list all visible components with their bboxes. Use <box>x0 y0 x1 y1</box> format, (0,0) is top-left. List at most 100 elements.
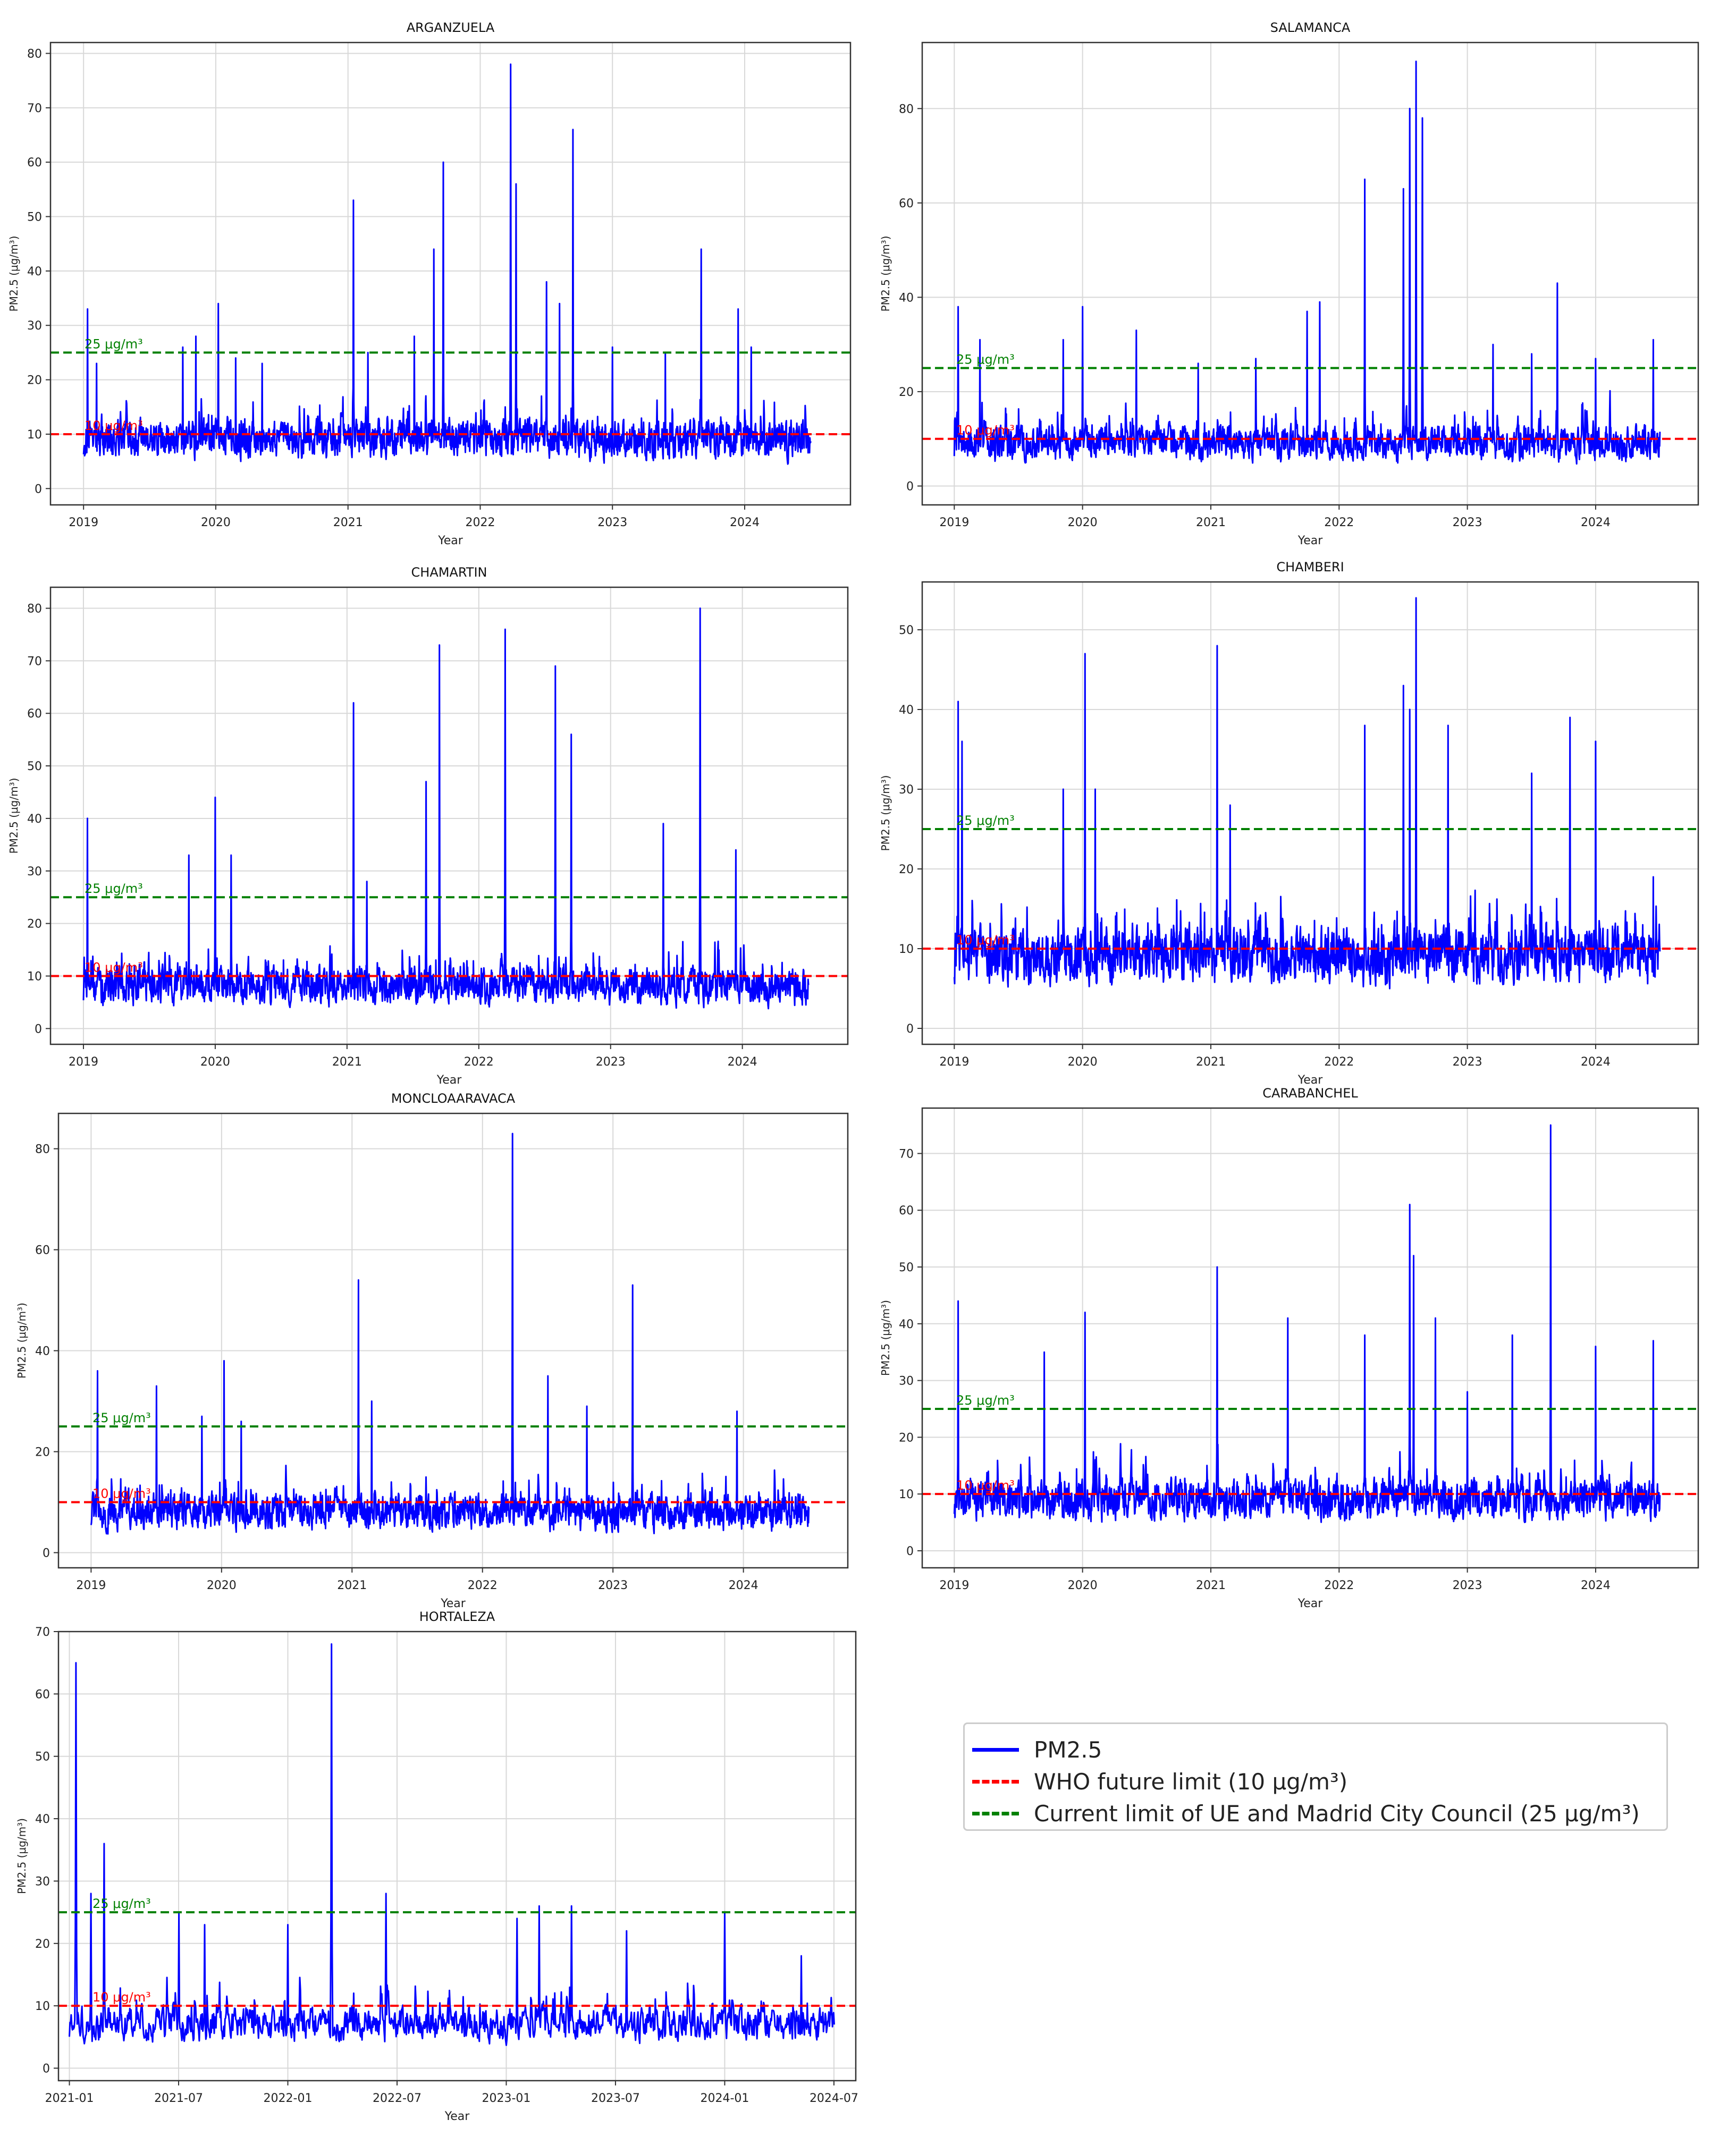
y-tick-label: 70 <box>27 102 42 115</box>
x-tick-label: 2019 <box>939 1055 969 1069</box>
x-axis-label: Year <box>440 1597 466 1610</box>
x-tick-label: 2024 <box>1581 516 1611 529</box>
y-tick-label: 40 <box>35 1813 50 1826</box>
x-tick-label: 2021 <box>333 516 363 529</box>
x-tick-label: 2020 <box>201 516 231 529</box>
x-tick-label: 2019 <box>69 1055 98 1069</box>
threshold-label-10: 10 μg/m³ <box>92 1990 151 2005</box>
x-tick-label: 2020 <box>200 1055 230 1069</box>
threshold-label-10: 10 μg/m³ <box>956 1478 1015 1493</box>
legend-line-who <box>972 1780 1019 1784</box>
chart-title: MONCLOAARAVACA <box>391 1091 516 1106</box>
y-tick-label: 20 <box>27 374 42 387</box>
x-tick-label: 2020 <box>1068 1579 1098 1592</box>
chart-title: SALAMANCA <box>1270 20 1351 35</box>
x-tick-label: 2022 <box>468 1579 498 1592</box>
y-tick-label: 0 <box>35 1023 42 1036</box>
y-tick-label: 50 <box>35 1751 50 1764</box>
threshold-label-25: 25 μg/m³ <box>956 352 1015 367</box>
legend-line-pm25 <box>972 1748 1019 1752</box>
y-tick-label: 80 <box>27 603 42 616</box>
y-tick-label: 20 <box>27 918 42 931</box>
legend-item-who: WHO future limit (10 μg/m³) <box>965 1768 1666 1795</box>
x-tick-label: 2023 <box>597 516 627 529</box>
y-tick-label: 10 <box>35 2000 50 2013</box>
y-tick-label: 70 <box>35 1626 50 1639</box>
y-tick-label: 60 <box>35 1688 50 1701</box>
x-tick-label: 2022 <box>465 516 495 529</box>
x-tick-label: 2022 <box>1324 516 1354 529</box>
y-tick-label: 70 <box>899 1147 914 1161</box>
x-axis-label: Year <box>1297 1597 1324 1610</box>
y-tick-label: 10 <box>899 943 914 956</box>
chart-title: HORTALEZA <box>419 1609 495 1624</box>
chart-arganzuela: 25 μg/m³ 10 μg/m³ 2019 2020 2021 2022 2023 2024… <box>7 20 852 547</box>
chart-chamberi: 25 μg/m³ 10 μg/m³ 2019 2020 2021 2022 2023 2024… <box>879 560 1699 1087</box>
x-tick-label: 2020 <box>207 1579 237 1592</box>
x-tick-label: 2020 <box>1068 1055 1098 1069</box>
y-tick-label: 40 <box>899 704 914 717</box>
x-tick-label: 2019 <box>939 1579 969 1592</box>
plot-frame <box>49 41 852 506</box>
x-axis-label: Year <box>1297 534 1324 547</box>
threshold-label-25: 25 μg/m³ <box>92 1410 151 1425</box>
y-tick-label: 10 <box>27 428 42 442</box>
x-tick-label: 2021-07 <box>154 2092 203 2105</box>
y-tick-label: 30 <box>27 319 42 333</box>
threshold-label-25: 25 μg/m³ <box>92 1896 151 1911</box>
threshold-label-25: 25 μg/m³ <box>956 813 1015 828</box>
chart-salamanca: 25 μg/m³ 10 μg/m³ 2019 2020 2021 2022 2023 2024… <box>879 20 1699 547</box>
x-tick-label: 2022-07 <box>373 2092 422 2105</box>
x-tick-label: 2024-07 <box>810 2092 858 2105</box>
y-tick-label: 70 <box>27 655 42 668</box>
x-tick-label: 2024 <box>730 516 760 529</box>
chart-title: CHAMBERI <box>1276 560 1344 575</box>
x-axis-label: Year <box>1297 1074 1324 1087</box>
threshold-label-10: 10 μg/m³ <box>85 418 143 433</box>
y-tick-label: 30 <box>899 1375 914 1388</box>
y-tick-label: 40 <box>27 813 42 826</box>
x-axis-label: Year <box>444 2110 470 2123</box>
series-line-pm2-5 <box>69 1643 835 2046</box>
y-tick-label: 40 <box>899 291 914 305</box>
x-tick-label: 2023 <box>598 1579 628 1592</box>
threshold-label-10: 10 μg/m³ <box>956 933 1015 948</box>
y-axis-label: PM2.5 (μg/m³) <box>7 236 20 312</box>
y-tick-label: 60 <box>899 197 914 210</box>
chart-carabanchel: 25 μg/m³ 10 μg/m³ 2019 2020 2021 2022 2023 2024… <box>879 1086 1699 1610</box>
y-tick-label: 0 <box>906 480 914 493</box>
chart-moncloaaravaca: 25 μg/m³ 10 μg/m³ 2019 2020 2021 2022 2023 2024… <box>15 1091 849 1610</box>
y-tick-label: 20 <box>899 386 914 399</box>
y-axis-label: PM2.5 (μg/m³) <box>879 1300 892 1376</box>
y-tick-label: 0 <box>35 483 42 496</box>
y-tick-label: 60 <box>35 1244 50 1257</box>
chart-title: CARABANCHEL <box>1262 1086 1358 1101</box>
series-line-pm2-5 <box>953 61 1661 465</box>
plot-frame <box>57 1112 849 1569</box>
y-tick-label: 60 <box>27 707 42 721</box>
legend-line-eu <box>972 1812 1019 1815</box>
chart-chamartin: 25 μg/m³ 10 μg/m³ 2019 2020 2021 2022 2023 2024… <box>7 565 849 1087</box>
legend-label-eu: Current limit of UE and Madrid City Coun… <box>1034 1801 1640 1827</box>
plot-frame <box>921 581 1699 1045</box>
threshold-label-10: 10 μg/m³ <box>956 423 1015 438</box>
x-tick-label: 2021 <box>332 1055 362 1069</box>
legend-item-pm25: PM2.5 <box>965 1736 1666 1763</box>
x-tick-label: 2021 <box>1196 516 1226 529</box>
y-tick-label: 80 <box>899 103 914 116</box>
series-line-pm2-5 <box>82 607 810 1010</box>
x-tick-label: 2019 <box>69 516 98 529</box>
x-tick-label: 2021 <box>337 1579 367 1592</box>
x-tick-label: 2019 <box>939 516 969 529</box>
y-tick-label: 10 <box>899 1488 914 1501</box>
x-tick-label: 2021 <box>1196 1579 1226 1592</box>
series-line-pm2-5 <box>82 63 812 465</box>
x-tick-label: 2023 <box>1453 516 1482 529</box>
y-tick-label: 20 <box>35 1938 50 1951</box>
x-tick-label: 2024 <box>1581 1055 1611 1069</box>
y-tick-label: 30 <box>27 865 42 879</box>
y-tick-label: 0 <box>906 1545 914 1558</box>
threshold-label-10: 10 μg/m³ <box>92 1486 151 1501</box>
plot-frame <box>921 1107 1699 1569</box>
